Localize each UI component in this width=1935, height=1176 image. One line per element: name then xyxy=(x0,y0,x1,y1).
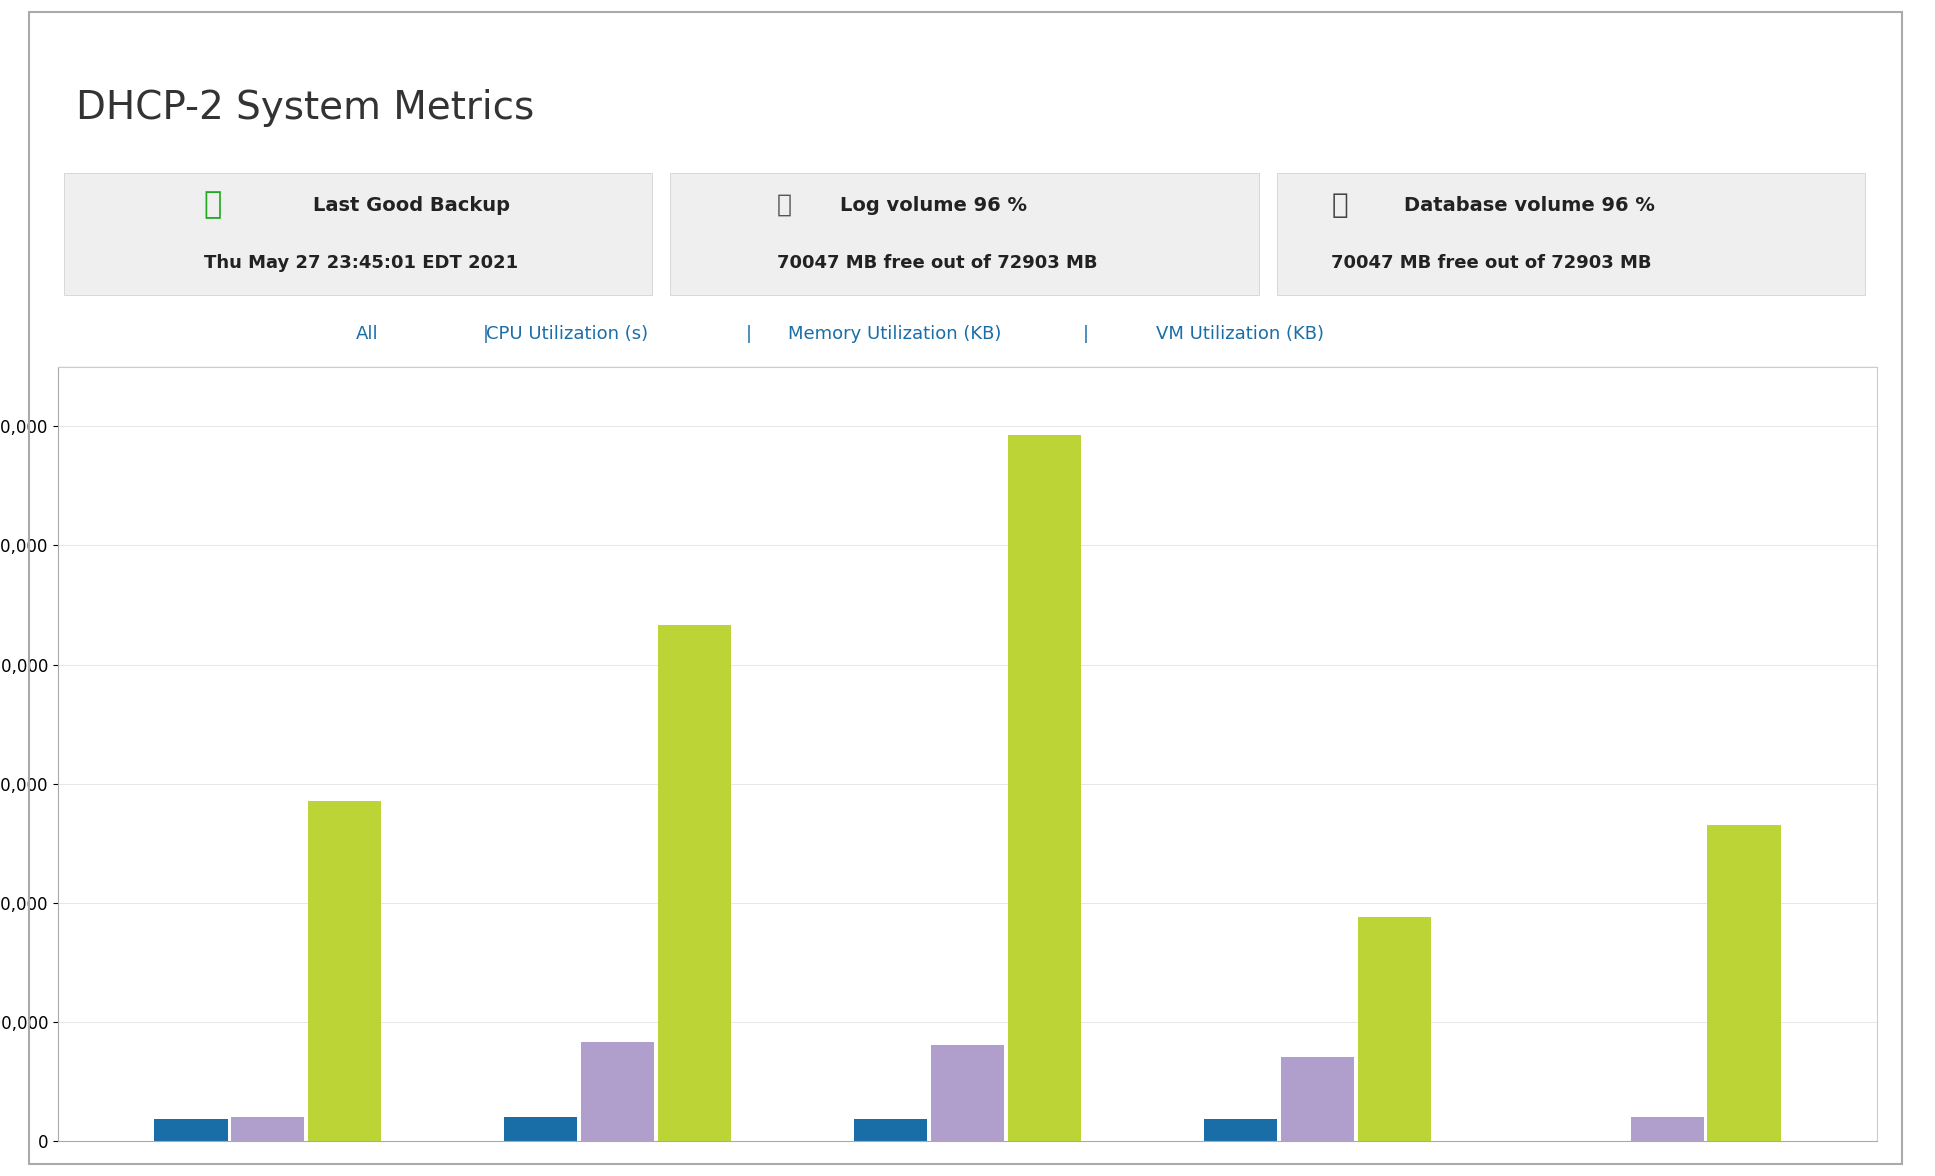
Bar xyxy=(1707,826,1780,1141)
Text: 🗄: 🗄 xyxy=(203,191,223,220)
Bar xyxy=(1204,1120,1277,1141)
Bar xyxy=(1008,435,1082,1141)
Bar xyxy=(155,1120,228,1141)
Bar xyxy=(505,1117,577,1141)
Text: |: | xyxy=(1084,325,1089,342)
Text: 🗜: 🗜 xyxy=(1331,191,1349,219)
Text: Last Good Backup: Last Good Backup xyxy=(313,195,509,214)
Text: |: | xyxy=(747,325,753,342)
Text: Memory Utilization (KB): Memory Utilization (KB) xyxy=(788,325,1002,342)
Bar xyxy=(64,173,652,295)
Text: All: All xyxy=(356,325,379,342)
Text: CPU Utilization (s): CPU Utilization (s) xyxy=(486,325,648,342)
Bar xyxy=(670,173,1258,295)
Text: 70047 MB free out of 72903 MB: 70047 MB free out of 72903 MB xyxy=(776,254,1097,273)
Bar xyxy=(1281,1057,1354,1141)
Bar xyxy=(1631,1117,1703,1141)
Text: Log volume 96 %: Log volume 96 % xyxy=(840,195,1027,214)
Text: Thu May 27 23:45:01 EDT 2021: Thu May 27 23:45:01 EDT 2021 xyxy=(203,254,519,273)
Bar xyxy=(658,626,731,1141)
Bar xyxy=(308,801,381,1141)
Bar xyxy=(1277,173,1865,295)
Text: |: | xyxy=(482,325,488,342)
Text: 70047 MB free out of 72903 MB: 70047 MB free out of 72903 MB xyxy=(1331,254,1652,273)
Bar xyxy=(853,1120,927,1141)
Bar xyxy=(580,1042,654,1141)
Bar xyxy=(931,1045,1004,1141)
Text: VM Utilization (KB): VM Utilization (KB) xyxy=(1157,325,1324,342)
Text: Database volume 96 %: Database volume 96 % xyxy=(1405,195,1654,214)
Text: DHCP-2 System Metrics: DHCP-2 System Metrics xyxy=(75,89,534,127)
Text: 📋: 📋 xyxy=(776,193,791,218)
Bar xyxy=(232,1117,304,1141)
Bar xyxy=(1358,917,1430,1141)
